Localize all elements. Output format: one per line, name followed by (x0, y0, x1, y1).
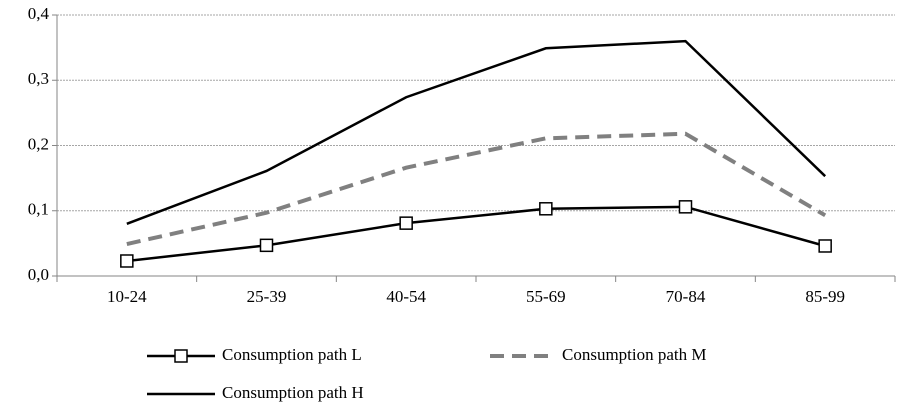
y-tick-label: 0,0 (28, 265, 49, 284)
marker (539, 202, 553, 216)
x-tick-label: 40-54 (386, 287, 426, 306)
marker (399, 216, 413, 230)
y-tick-label: 0,4 (28, 4, 50, 23)
x-tick-label: 55-69 (526, 287, 566, 306)
marker (259, 238, 274, 253)
x-tick-label: 10-24 (107, 287, 147, 306)
marker (678, 200, 693, 214)
y-tick-label: 0,2 (28, 134, 49, 153)
line (126, 205, 826, 263)
x-tick-label: 85-99 (805, 287, 845, 306)
marker (174, 349, 188, 363)
legend-label: Consumption path L (222, 345, 362, 364)
x-tick-label: 70-84 (666, 287, 706, 306)
marker (818, 239, 832, 253)
legend-label: Consumption path H (222, 383, 364, 402)
legend-label: Consumption path M (562, 345, 707, 364)
line (126, 131, 827, 246)
x-tick-label: 25-39 (247, 287, 287, 306)
y-tick-label: 0,3 (28, 69, 49, 88)
marker (120, 254, 134, 268)
y-tick-label: 0,1 (28, 200, 49, 219)
line (126, 39, 827, 225)
